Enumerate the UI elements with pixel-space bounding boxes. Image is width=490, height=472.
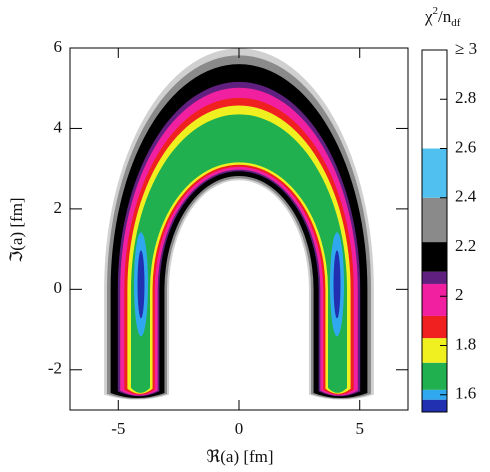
x-axis-label: ℜ(a) [fm]	[206, 447, 273, 466]
colorbar-segment	[422, 148, 447, 198]
y-tick-label: 0	[54, 278, 63, 297]
y-tick-label: 2	[54, 198, 63, 217]
y-axis-label: ℑ(a) [fm]	[7, 197, 26, 262]
colorbar-segment	[422, 389, 447, 400]
colorbar-segment	[422, 399, 447, 412]
colorbar-segment	[422, 315, 447, 339]
colorbar-segment	[422, 362, 447, 390]
title-part: df	[451, 17, 461, 29]
colorbar-tick-label: 2.8	[455, 88, 476, 107]
heat-region	[333, 250, 341, 319]
colorbar-tick-label: 2.6	[455, 137, 476, 156]
x-tick-label: 5	[355, 419, 364, 438]
colorbar-frame	[421, 49, 448, 413]
y-tick-label: 6	[54, 37, 63, 56]
y-tick-label: 4	[54, 117, 63, 136]
x-tick-label: -5	[111, 419, 125, 438]
colorbar-segment	[422, 197, 447, 243]
colorbar-segment	[422, 271, 447, 284]
colorbar-tick-label: 2.2	[455, 236, 476, 255]
title-part: /n	[438, 7, 452, 26]
colorbar-tick-label: ≥ 3	[455, 39, 477, 58]
colorbar-tick-label: 2.4	[455, 187, 477, 206]
colorbar-tick-label: 2	[455, 285, 464, 304]
colorbar-tick-label: 1.6	[455, 384, 476, 403]
title-part: χ	[424, 7, 433, 26]
x-tick-label: 0	[235, 419, 244, 438]
colorbar-title: χ2/ndf	[424, 5, 461, 29]
y-tick-label: -2	[48, 359, 62, 378]
heat-region	[137, 250, 145, 319]
title-part: 2	[433, 5, 439, 17]
colorbar-tick-label: 1.8	[455, 334, 476, 353]
colorbar-segment	[422, 338, 447, 363]
plot-area: -5 0 5 -2 0 2 4 6	[48, 37, 409, 438]
colorbar-segment	[422, 283, 447, 316]
colorbar: 1.6 1.8 2 2.2 2.4 2.6 2.8 ≥ 3	[421, 39, 477, 413]
heat-band	[131, 114, 347, 393]
